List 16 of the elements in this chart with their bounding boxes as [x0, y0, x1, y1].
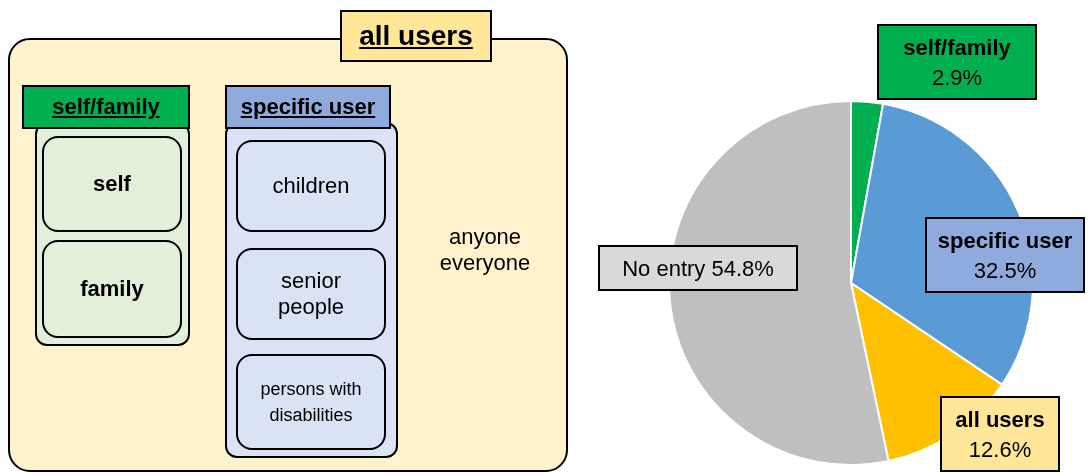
text: all users: [340, 10, 492, 62]
text: family: [42, 240, 182, 338]
text: specific user: [225, 85, 391, 129]
slice-label: specific user: [937, 227, 1073, 253]
text: senior people: [236, 248, 386, 340]
slice-label: No entry 54.8%: [622, 255, 774, 281]
data-label: 2.9%: [931, 64, 983, 90]
slice-label: self/family: [903, 34, 1012, 60]
data-label: 32.5%: [973, 257, 1037, 283]
text: children: [236, 140, 386, 232]
data-label: 12.6%: [968, 436, 1032, 462]
text: self: [42, 136, 182, 232]
slice-label: all users: [955, 406, 1045, 432]
text: anyone everyone: [438, 223, 532, 277]
text: persons with disabilities: [236, 354, 386, 450]
text: self/family: [22, 85, 190, 129]
